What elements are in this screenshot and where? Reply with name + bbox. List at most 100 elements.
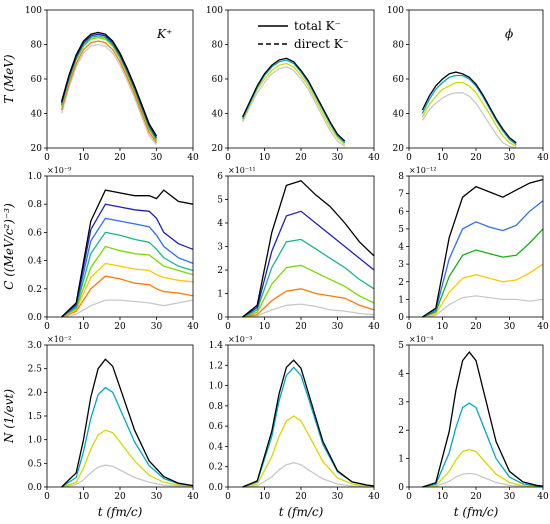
y-tick-label: 1.0 [28,436,43,446]
y-tick-label: 1 [217,290,223,300]
x-axis-label: t (fm/c) [454,505,499,519]
y-tick-label: 6 [217,172,223,182]
x-tick-label: 10 [259,492,271,502]
y-tick-label: 100 [25,6,42,16]
x-tick-label: 10 [437,492,449,502]
panel-7: 0 10 20 30 40 0.0 0.2 0.4 0.6 0.8 1.0 1.2 1.4 ×10⁻³ [209,335,380,502]
series-line [60,36,158,142]
x-tick-label: 0 [44,153,50,163]
y-axis-label: C ((MeV/c²)⁻³) [2,203,16,290]
series-line [242,59,346,144]
series-line [242,264,375,318]
y-tick-label: 0.5 [28,459,43,469]
y-tick-label: 2.0 [28,388,43,398]
x-tick-label: 40 [537,322,549,332]
panel-2: 0 10 20 30 40 20 40 60 80 100 [387,6,549,163]
series-line [421,71,517,144]
x-tick-label: 40 [368,492,380,502]
y-tick-label: 5 [217,196,223,206]
x-tick-label: 40 [368,322,380,332]
series-line [242,462,375,488]
y-tick-label: 0.0 [28,313,43,323]
y-tick-label: 60 [212,75,224,85]
series-line [421,81,517,147]
y-tick-label: 0.8 [209,402,224,412]
series-line [242,238,375,318]
y-tick-label: 2.5 [28,365,43,375]
y-tick-label: 0 [217,313,223,323]
x-tick-label: 40 [187,492,199,502]
x-tick-label: 20 [295,492,307,502]
series-line [422,402,544,488]
y-tick-label: 1.5 [28,412,43,422]
x-tick-label: 20 [114,322,126,332]
y-tick-label: 1 [398,295,404,305]
axis-exponent: ×10⁻¹² [409,166,437,175]
series-line [61,275,194,318]
x-tick-label: 20 [295,153,307,163]
series-line [60,43,157,146]
series-line [61,299,194,318]
series-line [61,231,194,318]
axes-frame [408,344,544,488]
y-tick-label: 2 [217,266,223,276]
y-tick-label: 0.2 [28,285,42,295]
x-tick-label: 30 [151,322,163,332]
y-tick-label: 3.0 [28,341,43,351]
y-tick-label: 1.0 [209,382,224,392]
series-line [422,263,544,318]
series-line [60,35,158,140]
x-tick-label: 0 [406,322,412,332]
series-line [61,217,194,318]
series-line [422,228,544,318]
series-line [242,62,346,146]
y-tick-label: 40 [212,110,224,120]
x-tick-label: 0 [225,492,231,502]
panel-5: 0 10 20 30 40 0 1 2 3 4 5 6 7 8 ×10⁻¹² [398,166,549,332]
y-tick-label: 2 [398,426,404,436]
y-tick-label: 3 [398,398,404,408]
series-line [242,210,375,318]
panel-3: 0 10 20 30 40 0.0 0.2 0.4 0.6 0.8 1.0 ×10⁻⁹ [28,166,199,332]
series-line [422,295,544,318]
panel-6: 0 10 20 30 40 0.0 0.5 1.0 1.5 2.0 2.5 3.0 ×10⁻² [28,335,199,502]
y-tick-label: 1.4 [209,341,224,351]
series-line [242,303,375,318]
x-tick-label: 40 [187,153,199,163]
x-tick-label: 20 [295,322,307,332]
y-tick-label: 0.0 [28,483,43,493]
y-axis-label: N (1/evt) [2,389,16,444]
x-tick-label: 30 [332,322,344,332]
series-line [421,92,517,149]
x-tick-label: 10 [437,322,449,332]
x-tick-label: 10 [78,153,90,163]
x-tick-label: 10 [259,153,271,163]
x-tick-label: 10 [78,492,90,502]
axes-frame [46,175,194,318]
panel-label-phi: ϕ [505,27,513,41]
x-axis-label: t (fm/c) [279,505,324,519]
y-tick-label: 0 [398,313,404,323]
x-tick-label: 0 [406,153,412,163]
series-line [422,448,544,488]
x-tick-label: 0 [406,492,412,502]
series-line [242,57,346,142]
y-tick-label: 60 [31,75,43,85]
x-tick-label: 30 [151,492,163,502]
series-line [61,429,194,488]
y-tick-label: 40 [31,110,43,120]
axes-frame [227,175,375,318]
axis-exponent: ×10⁻¹¹ [228,166,256,175]
legend-dashed-label: direct K⁻ [294,37,349,51]
series-line [421,74,517,146]
y-tick-label: 5 [398,225,404,235]
x-tick-label: 40 [187,322,199,332]
y-tick-label: 40 [393,110,405,120]
x-tick-label: 10 [78,322,90,332]
series-line [422,178,544,318]
y-tick-label: 20 [31,144,43,154]
y-tick-label: 8 [398,172,404,182]
x-tick-label: 0 [225,322,231,332]
axes-frame [408,9,544,149]
